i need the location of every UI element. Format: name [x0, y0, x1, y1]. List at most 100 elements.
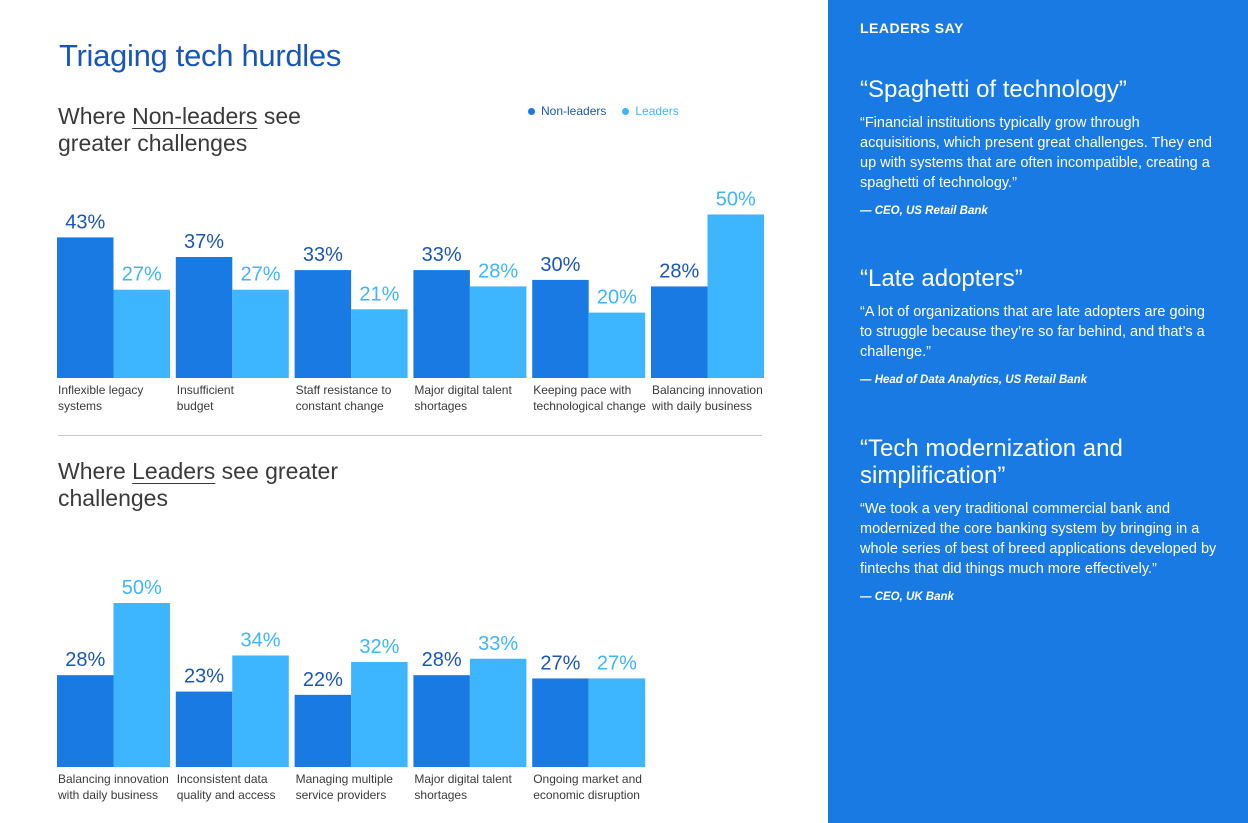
- bar-value-label: 21%: [359, 283, 399, 305]
- section2-heading-post: see greater challenges: [58, 458, 339, 511]
- bar-nonleaders: [532, 279, 589, 378]
- bar-leaders: [707, 214, 764, 378]
- chart-area: Triaging tech hurdles Where Non-leaders …: [57, 38, 764, 802]
- bar-leaders: [351, 662, 408, 767]
- chart-legend: Non-leaders Leaders: [528, 104, 679, 118]
- category-label: Staff resistance to: [296, 383, 392, 397]
- bar-value-label: 27%: [540, 652, 580, 674]
- legend-label-nonleaders: Non-leaders: [541, 104, 607, 118]
- panel-heading: LEADERS SAY: [860, 20, 964, 36]
- quote-title: “Late adopters”: [860, 265, 1023, 292]
- bar-leaders: [588, 678, 646, 767]
- quote-attribution: — CEO, US Retail Bank: [860, 205, 988, 217]
- section1-heading-post: see greater challenges: [58, 103, 301, 156]
- category-label: Inconsistent data: [177, 772, 268, 786]
- category-label: Major digital talent: [414, 383, 512, 397]
- bar-leaders: [469, 658, 527, 767]
- section2-heading-pre: Where: [58, 458, 133, 484]
- bar-nonleaders: [413, 270, 470, 378]
- section1-heading-underlined: Non-leaders: [132, 103, 258, 129]
- category-label: Balancing innovation: [652, 383, 763, 397]
- category-label: technological change: [533, 399, 646, 413]
- bar-value-label: 28%: [422, 649, 462, 671]
- quote-attribution: — Head of Data Analytics, US Retail Bank: [860, 374, 1088, 386]
- section1-heading: Where Non-leaders see greater challenges: [58, 103, 378, 157]
- category-label: Keeping pace with: [533, 383, 631, 397]
- section2-heading: Where Leaders see greater challenges: [58, 458, 378, 512]
- quote-body: “We took a very traditional commercial b…: [860, 501, 1217, 577]
- quote-body: “Financial institutions typically grow t…: [860, 115, 1212, 191]
- category-label: Insufficient: [177, 383, 235, 397]
- bar-value-label: 34%: [241, 629, 281, 651]
- bar-value-label: 50%: [122, 577, 162, 599]
- bar-leaders: [588, 312, 646, 378]
- category-label: Balancing innovation: [58, 772, 169, 786]
- bar-value-label: 32%: [359, 636, 399, 658]
- legend-item-nonleaders: Non-leaders: [528, 104, 606, 118]
- bar-value-label: 27%: [597, 652, 637, 674]
- bar-leaders: [113, 289, 170, 378]
- category-label: systems: [58, 399, 102, 413]
- bar-value-label: 27%: [241, 264, 281, 286]
- section-divider: [58, 435, 762, 436]
- quote-title: “Tech modernization and simplification”: [860, 435, 1123, 489]
- category-label: shortages: [414, 788, 467, 802]
- bar-value-label: 33%: [478, 633, 518, 655]
- category-label: Inflexible legacy: [58, 383, 143, 397]
- bar-leaders: [232, 655, 289, 767]
- bar-nonleaders: [532, 678, 589, 767]
- legend-item-leaders: Leaders: [622, 104, 679, 118]
- bar-value-label: 33%: [303, 244, 343, 266]
- bar-value-label: 30%: [540, 254, 580, 276]
- leaders-chart: 28% 50% Balancing innovation with daily bus…: [57, 577, 646, 802]
- bar-value-label: 28%: [478, 260, 518, 282]
- bar-value-label: 28%: [65, 649, 105, 671]
- category-label: service providers: [296, 788, 387, 802]
- category-label: budget: [177, 399, 214, 413]
- bar-leaders: [232, 289, 289, 378]
- quote-title: “Spaghetti of technology”: [860, 76, 1127, 103]
- bar-nonleaders: [294, 694, 352, 767]
- category-label: constant change: [296, 399, 384, 413]
- quote-card: “Tech modernization and simplification” …: [860, 435, 1220, 603]
- category-label: shortages: [414, 399, 467, 413]
- bar-nonleaders: [57, 237, 114, 378]
- bar-value-label: 28%: [659, 260, 699, 282]
- bar-value-label: 23%: [184, 666, 224, 688]
- bar-leaders: [469, 286, 527, 378]
- quote-card: “Late adopters” “A lot of organizations …: [860, 265, 1220, 386]
- bar-leaders: [351, 309, 408, 378]
- category-label: Managing multiple: [296, 772, 394, 786]
- category-label: with daily business: [651, 399, 752, 413]
- section1-heading-pre: Where: [58, 103, 133, 129]
- category-label: with daily business: [57, 788, 158, 802]
- bar-value-label: 37%: [184, 231, 224, 253]
- category-label: Ongoing market and: [533, 772, 642, 786]
- page-title: Triaging tech hurdles: [59, 38, 342, 73]
- leaders-say-panel: LEADERS SAY “Spaghetti of technology” “F…: [828, 0, 1248, 823]
- category-label: economic disruption: [533, 788, 640, 802]
- nonleaders-chart: 43% 27% Inflexible legacy systems 37% 27% Insu…: [57, 189, 764, 413]
- quote-attribution: — CEO, UK Bank: [860, 591, 954, 603]
- legend-dot-nonleaders: [528, 107, 535, 115]
- bar-nonleaders: [175, 257, 233, 378]
- bar-nonleaders: [651, 286, 708, 378]
- bar-value-label: 27%: [122, 264, 162, 286]
- bar-nonleaders: [175, 691, 233, 767]
- bar-nonleaders: [413, 675, 470, 767]
- bar-leaders: [113, 603, 170, 767]
- quote-body: “A lot of organizations that are late ad…: [860, 304, 1205, 360]
- legend-dot-leaders: [622, 107, 630, 115]
- bar-value-label: 33%: [422, 244, 462, 266]
- section2-heading-underlined: Leaders: [132, 458, 216, 484]
- legend-label-leaders: Leaders: [635, 104, 679, 118]
- bar-value-label: 43%: [65, 211, 105, 233]
- category-label: Major digital talent: [414, 772, 512, 786]
- bar-value-label: 50%: [716, 189, 756, 211]
- bar-nonleaders: [294, 270, 352, 378]
- bar-value-label: 20%: [597, 287, 637, 309]
- bar-value-label: 22%: [303, 669, 343, 691]
- quote-card: “Spaghetti of technology” “Financial ins…: [860, 76, 1220, 217]
- category-label: quality and access: [177, 788, 276, 802]
- bar-nonleaders: [57, 675, 114, 767]
